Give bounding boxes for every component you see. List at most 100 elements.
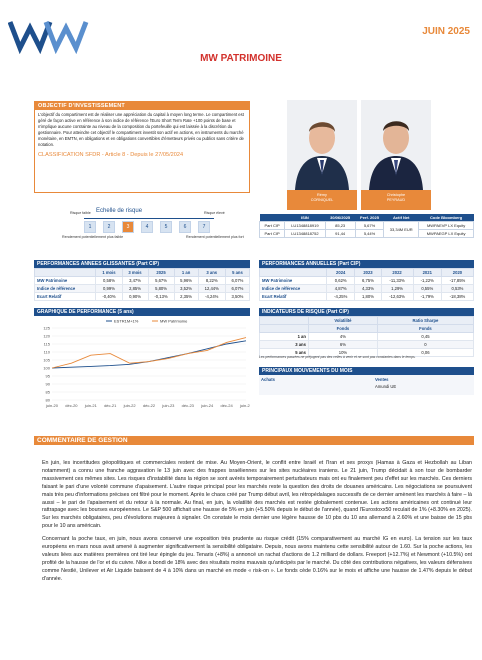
performance-chart: 80 85 90 95 100 105 110 115 120 125 juin-20 déc-20 j… (34, 316, 252, 412)
x-tick-label: déc-23 (182, 403, 195, 408)
share-header-isin: ISIN (284, 214, 326, 222)
manager-2-firstname: Christophe (386, 193, 406, 197)
table-cell: MW Patrimoine (258, 276, 328, 285)
annual-perf-title: PERFORMANCES ANNUELLES (Part CIP) (259, 260, 474, 268)
table-cell: Ecart Relatif (33, 292, 97, 301)
movements-box: Achats Ventes Amundi UE (259, 375, 474, 395)
table-header: 2025 (147, 268, 175, 277)
table-cell: 4,33% (354, 284, 382, 293)
table-cell: Indice de référence (258, 284, 328, 293)
y-tick-label: 115 (44, 342, 51, 347)
table-cell: 8,22% (197, 276, 226, 285)
table-cell: 0,45 (376, 332, 475, 341)
commentary-title: COMMENTAIRE DE GESTION (34, 436, 474, 445)
table-header: Ratio Sharpe (376, 316, 475, 325)
table-cell: -1,79% (412, 292, 442, 301)
y-tick-label: 105 (43, 358, 50, 363)
movements-title: PRINCIPAUX MOUVEMENTS DU MOIS (259, 367, 474, 375)
share-header-assets: Actif Net (383, 214, 419, 222)
x-tick-label: déc-24 (220, 403, 233, 408)
risk-level-3: 3 (122, 221, 134, 233)
table-subheader: Fonds (376, 324, 475, 333)
table-cell: 4% (307, 332, 378, 341)
table-header (258, 268, 328, 277)
risk-level-6: 6 (179, 221, 191, 233)
risk-level-1: 1 (84, 221, 96, 233)
manager-photo-1 (287, 100, 357, 190)
table-cell: -18,38% (440, 292, 475, 301)
share-header-bloomberg: Code Bloomberg (418, 214, 474, 222)
table-cell: 5,67% (147, 276, 175, 285)
table-cell: 0 (376, 340, 475, 349)
table-row: 1 an 4% 0,45 (259, 332, 475, 341)
table-cell: 6,75% (354, 276, 382, 285)
y-tick-label: 125 (43, 326, 50, 331)
share-header-0 (259, 214, 285, 222)
table-cell: 5,67% (354, 221, 385, 230)
legend-label: ESTR1M+1% (114, 319, 139, 324)
table-cell: 0,90% (121, 292, 149, 301)
table-cell: -12,63% (380, 292, 414, 301)
table-cell: 0,55% (412, 284, 442, 293)
share-header-perf: Perf. 2025 (355, 214, 384, 222)
report-date: JUIN 2025 (422, 26, 470, 37)
y-tick-label: 95 (46, 374, 51, 379)
series-line (51, 340, 247, 369)
y-tick-label: 110 (44, 350, 51, 355)
x-tick-label: juin-24 (200, 403, 214, 408)
table-header: 3 ans (197, 268, 226, 277)
x-tick-label: juin-22 (123, 403, 137, 408)
annual-perf-table: 2024 2023 2022 2021 2020 MW Patrimoine 0… (258, 268, 475, 301)
fund-title: MW PATRIMOINE (200, 53, 282, 64)
net-assets-cell: 33,34M EUR (383, 221, 420, 238)
x-tick-label: juin-21 (84, 403, 98, 408)
risk-indicators-table: Volatilité Ratio Sharpe Fonds Fonds 1 an… (259, 316, 475, 357)
table-row: Part CIP LU1348818752 91,44 5,44% MWPAEG… (258, 229, 474, 238)
risk-level-2: 2 (103, 221, 115, 233)
table-cell: 0,99% (95, 284, 123, 293)
table-cell: 5,80% (147, 284, 175, 293)
table-cell: 0,62% (326, 276, 356, 285)
legend-label: MW Patrimoine (160, 319, 188, 324)
commentary-paragraph-1: En juin, les incertitudes géopolitiques … (42, 460, 472, 530)
table-header: 5 ans (224, 268, 251, 277)
table-header: 2020 (440, 268, 475, 277)
table-cell: LU1348818752 (284, 229, 326, 238)
risk-level-4: 4 (141, 221, 153, 233)
table-cell: 2,35% (173, 292, 199, 301)
table-row: Ecart Relatif -0,40% 0,90% -0,13% 2,35% … (33, 292, 251, 301)
objective-title: OBJECTIF D'INVESTISSEMENT (35, 102, 249, 110)
y-tick-label: 85 (46, 390, 51, 395)
table-row: Indice de référence 0,99% 2,85% 5,80% 3,… (33, 284, 251, 293)
table-cell: 3 ans (259, 340, 309, 349)
table-header: 1 mois (95, 268, 123, 277)
table-cell: Part CIP (258, 229, 286, 238)
company-logo (7, 18, 90, 55)
table-row: 5 ans 10% 0,06 (259, 348, 475, 357)
table-cell: 6,07% (224, 284, 251, 293)
table-cell: -0,13% (147, 292, 175, 301)
table-header (33, 268, 97, 277)
table-header: 1 an (173, 268, 199, 277)
y-tick-label: 80 (46, 398, 51, 403)
table-cell: MWPAEVP LX Equity (418, 221, 474, 230)
table-header: 2022 (380, 268, 414, 277)
table-cell: LU1348818919 (284, 221, 326, 230)
y-tick-label: 120 (43, 334, 50, 339)
risk-low-label: Risque faible (70, 211, 91, 215)
table-row: Indice de référence 4,87% 4,33% 1,29% 0,… (258, 284, 475, 293)
table-cell: 0,53% (440, 284, 475, 293)
table-row: MW Patrimoine 0,62% 6,75% -11,33% -1,22%… (258, 276, 475, 285)
table-cell: 1,29% (380, 284, 414, 293)
manager-caption-1: Rémy CORNIQUEL (287, 190, 357, 210)
table-cell: 3,52% (173, 284, 199, 293)
table-row: 3 ans 6% 0 (259, 340, 475, 349)
table-cell: 5,96% (173, 276, 199, 285)
share-class-table: ISIN 30/06/2025 Perf. 2025 Actif Net Cod… (258, 214, 474, 238)
risk-level-7: 7 (198, 221, 210, 233)
risk-scale-title: Echelle de risque (96, 208, 143, 214)
table-cell: -4,25% (326, 292, 356, 301)
table-cell: -0,40% (95, 292, 123, 301)
table-header: 2023 (354, 268, 382, 277)
table-cell: -4,24% (197, 292, 226, 301)
